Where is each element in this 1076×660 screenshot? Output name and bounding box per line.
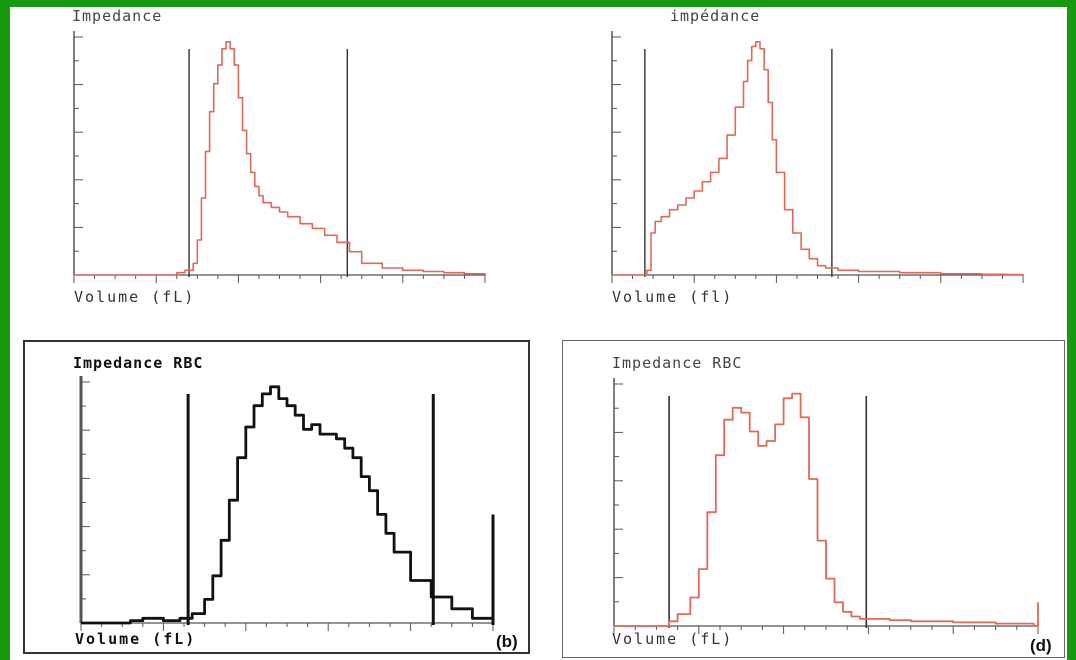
chart-plot bbox=[73, 31, 486, 283]
chart-title: Impedance bbox=[72, 7, 163, 25]
chart-title: impédance bbox=[670, 7, 761, 25]
chart-title: Impedance RBC bbox=[73, 354, 204, 372]
chart-plot bbox=[79, 376, 495, 631]
histogram-line bbox=[612, 41, 1024, 276]
x-axis-label: Volume (fL) bbox=[74, 288, 196, 306]
chart-title: Impedance RBC bbox=[612, 354, 743, 372]
histogram-panel-d: Impedance RBC Volume (fL) (d) bbox=[562, 340, 1065, 658]
histogram-panel-a: Impedance Volume (fL) bbox=[60, 7, 500, 312]
histogram-panel-c: impédance Volume (fl) bbox=[588, 7, 1033, 312]
chart-plot bbox=[613, 378, 1039, 634]
x-axis-label: Volume (fL) bbox=[75, 630, 197, 648]
histogram-line bbox=[74, 41, 486, 276]
histogram-line bbox=[614, 392, 1039, 627]
panel-letter: (d) bbox=[1030, 636, 1052, 655]
panel-frame-b bbox=[23, 340, 530, 654]
panel-frame-d bbox=[562, 340, 1065, 658]
figure-canvas: Impedance Volume (fL) impédance Volume (… bbox=[10, 7, 1067, 660]
x-axis-label: Volume (fl) bbox=[612, 288, 734, 306]
panel-letter: (b) bbox=[496, 632, 518, 651]
histogram-panel-b: Impedance RBC Volume (fL) (b) bbox=[23, 340, 530, 654]
x-axis-label: Volume (fL) bbox=[612, 630, 734, 648]
chart-plot bbox=[611, 31, 1024, 283]
histogram-line bbox=[81, 385, 495, 625]
